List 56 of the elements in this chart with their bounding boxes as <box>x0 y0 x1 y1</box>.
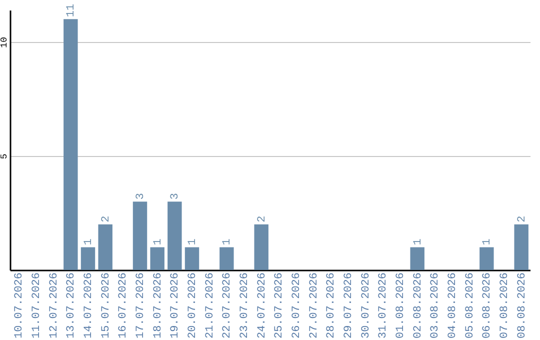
data-label: 1 <box>152 238 164 246</box>
bar <box>410 247 424 270</box>
data-label: 3 <box>170 192 182 200</box>
x-tick-label: 05.08.2026 <box>464 272 476 339</box>
x-tick-label: 29.07.2026 <box>343 272 355 339</box>
x-tick-label: 22.07.2026 <box>222 272 234 339</box>
x-tick-label: 07.08.2026 <box>499 272 511 339</box>
bar <box>514 224 528 270</box>
bar <box>254 224 268 270</box>
x-tick-label: 13.07.2026 <box>66 272 78 339</box>
bar <box>64 19 78 270</box>
bar <box>80 247 96 270</box>
bar <box>184 247 200 270</box>
x-tick-label: 16.07.2026 <box>118 272 130 339</box>
data-label: 1 <box>412 238 424 246</box>
y-tick-label: 10 <box>0 37 10 48</box>
x-tick-label: 26.07.2026 <box>291 272 303 339</box>
data-label: 1 <box>222 238 234 246</box>
data-label: 2 <box>256 216 268 222</box>
data-label: 1 <box>482 238 494 246</box>
data-label: 11 <box>66 4 78 18</box>
x-tick-label: 19.07.2026 <box>170 272 182 339</box>
bar <box>132 202 148 270</box>
y-tick-label: 5 <box>0 154 10 160</box>
x-tick-label: 17.07.2026 <box>135 272 147 339</box>
x-tick-label: 11.07.2026 <box>31 272 43 339</box>
x-tick-label: 21.07.2026 <box>204 272 216 339</box>
bar <box>480 247 494 270</box>
x-tick-label: 02.08.2026 <box>412 272 424 339</box>
x-tick-label: 20.07.2026 <box>187 272 199 339</box>
x-tick-label: 06.08.2026 <box>482 272 494 339</box>
x-tick-label: 23.07.2026 <box>239 272 251 339</box>
bar <box>220 247 234 270</box>
x-tick-label: 28.07.2026 <box>326 272 338 339</box>
x-tick-label: 08.08.2026 <box>516 272 528 339</box>
x-tick-label: 31.07.2026 <box>378 272 390 339</box>
data-label: 1 <box>83 238 95 246</box>
bar <box>168 202 182 270</box>
data-label: 2 <box>516 216 528 222</box>
bar <box>150 247 164 270</box>
data-label: 2 <box>100 216 112 222</box>
data-label: 3 <box>135 192 147 200</box>
x-tick-label: 27.07.2026 <box>308 272 320 339</box>
x-tick-label: 30.07.2026 <box>360 272 372 339</box>
x-tick-label: 24.07.2026 <box>256 272 268 339</box>
x-tick-label: 15.07.2026 <box>100 272 112 339</box>
data-label: 1 <box>187 238 199 246</box>
x-tick-label: 25.07.2026 <box>274 272 286 339</box>
x-tick-label: 04.08.2026 <box>447 272 459 339</box>
x-tick-label: 01.08.2026 <box>395 272 407 339</box>
x-tick-label: 14.07.2026 <box>83 272 95 339</box>
x-tick-label: 10.07.2026 <box>14 272 26 339</box>
x-tick-label: 03.08.2026 <box>430 272 442 339</box>
x-tick-label: 12.07.2026 <box>48 272 60 339</box>
x-tick-label: 18.07.2026 <box>152 272 164 339</box>
bar <box>98 224 112 270</box>
